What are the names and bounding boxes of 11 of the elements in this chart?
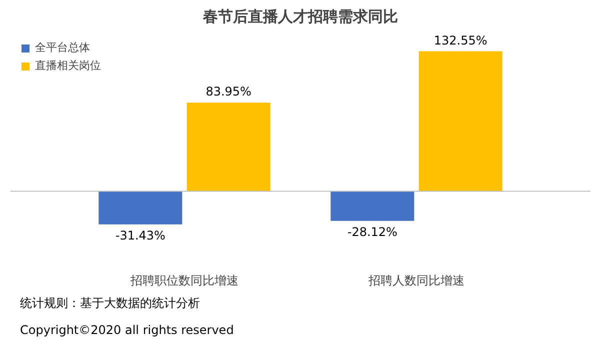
text: 统计规则：基于大数据的统计分析 (20, 295, 200, 312)
data-label: -28.12% (347, 224, 398, 239)
text: Copyright©2020 all rights reserved (20, 322, 234, 340)
legend-label: 直播相关岗位 (35, 58, 101, 73)
data-label: 132.55% (434, 33, 488, 48)
x-tick-label: 招聘人数同比增速 (368, 274, 464, 288)
legend-label: 全平台总体 (35, 40, 90, 55)
x-tick-label: 招聘职位数同比增速 (130, 274, 238, 288)
data-label: 83.95% (206, 84, 252, 99)
chart-title: 春节后直播人才招聘需求同比 (202, 8, 398, 26)
data-label: -31.43% (115, 228, 166, 242)
